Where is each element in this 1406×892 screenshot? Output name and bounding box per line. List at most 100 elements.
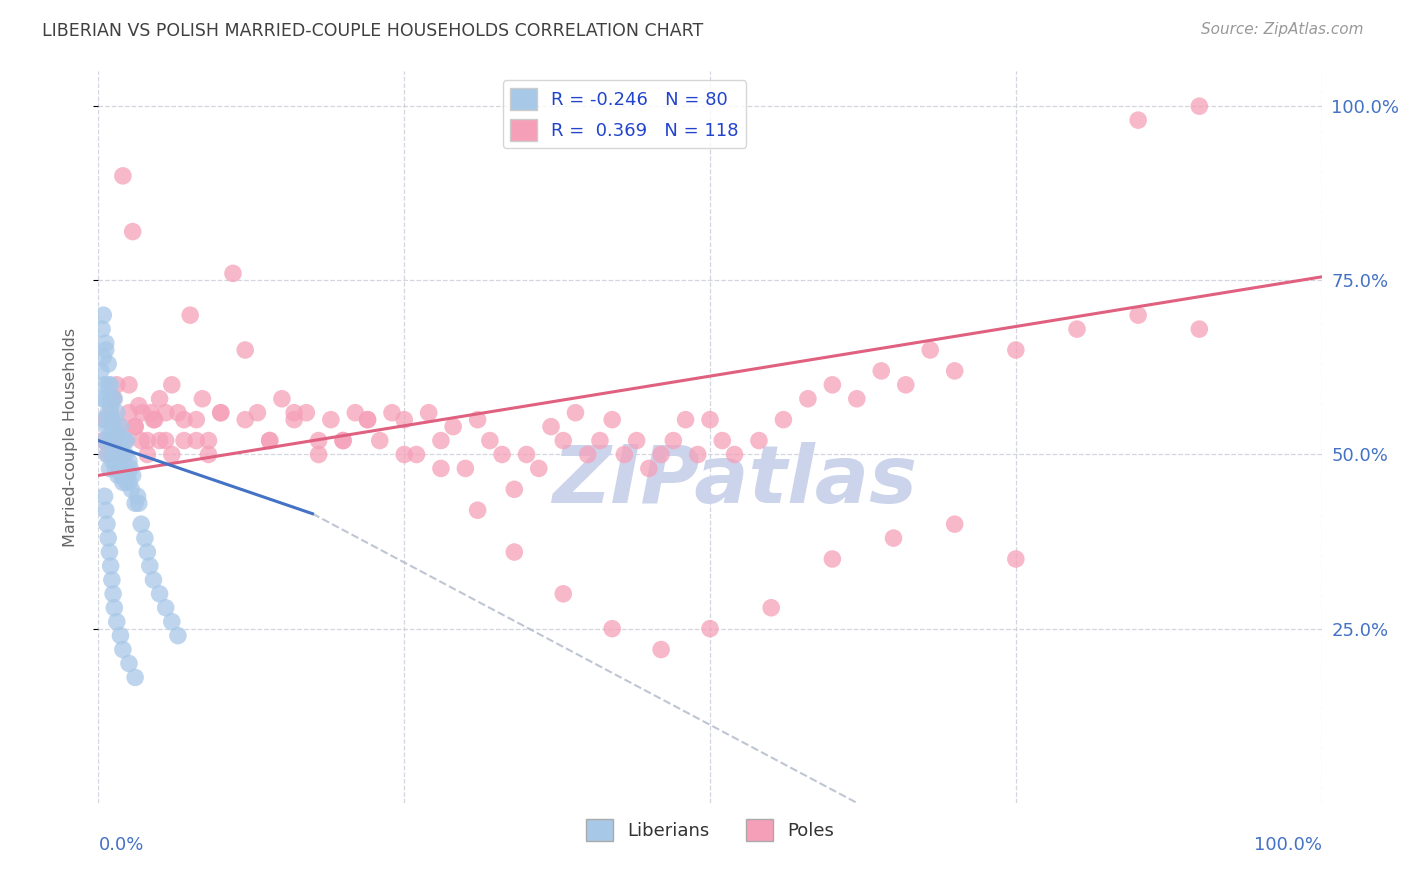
Point	[155, 434, 177, 448]
Point	[124, 496, 146, 510]
Point	[93, 377, 115, 392]
Point	[96, 448, 118, 462]
Point	[332, 434, 354, 448]
Point	[845, 392, 868, 406]
Point	[107, 434, 129, 448]
Point	[91, 434, 114, 448]
Point	[686, 448, 709, 462]
Point	[111, 475, 134, 490]
Point	[149, 587, 172, 601]
Text: 100.0%: 100.0%	[1254, 836, 1322, 854]
Point	[118, 377, 141, 392]
Point	[91, 392, 114, 406]
Point	[105, 377, 128, 392]
Point	[191, 392, 214, 406]
Point	[308, 448, 330, 462]
Point	[100, 406, 122, 420]
Point	[711, 434, 734, 448]
Point	[553, 587, 575, 601]
Point	[94, 412, 117, 426]
Text: ZIPatlas: ZIPatlas	[553, 442, 917, 520]
Point	[103, 600, 125, 615]
Point	[662, 434, 685, 448]
Point	[821, 552, 844, 566]
Point	[259, 434, 281, 448]
Point	[118, 406, 141, 420]
Point	[503, 483, 526, 497]
Point	[319, 412, 342, 426]
Point	[155, 600, 177, 615]
Point	[430, 461, 453, 475]
Point	[589, 434, 612, 448]
Point	[124, 419, 146, 434]
Point	[368, 434, 391, 448]
Point	[101, 587, 124, 601]
Point	[96, 419, 118, 434]
Point	[870, 364, 893, 378]
Point	[100, 377, 122, 392]
Point	[114, 448, 136, 462]
Point	[173, 434, 195, 448]
Point	[101, 448, 124, 462]
Point	[93, 434, 115, 448]
Point	[308, 434, 330, 448]
Point	[129, 517, 152, 532]
Point	[91, 308, 114, 322]
Point	[111, 642, 134, 657]
Point	[295, 406, 318, 420]
Point	[118, 475, 141, 490]
Point	[527, 461, 550, 475]
Point	[381, 406, 404, 420]
Point	[283, 406, 305, 420]
Point	[270, 392, 294, 406]
Point	[332, 434, 354, 448]
Point	[1128, 308, 1150, 322]
Point	[112, 461, 135, 475]
Point	[139, 406, 162, 420]
Point	[943, 364, 966, 378]
Point	[111, 448, 134, 462]
Point	[94, 503, 117, 517]
Point	[97, 448, 120, 462]
Point	[650, 448, 672, 462]
Point	[1066, 322, 1088, 336]
Point	[118, 657, 141, 671]
Point	[209, 406, 232, 420]
Point	[136, 448, 159, 462]
Point	[96, 517, 118, 532]
Point	[478, 434, 501, 448]
Point	[117, 468, 139, 483]
Point	[94, 343, 117, 357]
Point	[114, 434, 136, 448]
Point	[160, 615, 183, 629]
Point	[110, 448, 132, 462]
Point	[883, 531, 905, 545]
Point	[101, 454, 124, 468]
Point	[110, 419, 132, 434]
Point	[121, 468, 143, 483]
Point	[748, 434, 770, 448]
Point	[515, 448, 537, 462]
Point	[103, 392, 125, 406]
Point	[167, 406, 190, 420]
Point	[441, 419, 464, 434]
Point	[564, 406, 586, 420]
Point	[120, 483, 142, 497]
Point	[111, 448, 134, 462]
Point	[128, 399, 150, 413]
Point	[142, 412, 165, 426]
Point	[772, 412, 794, 426]
Point	[149, 392, 172, 406]
Point	[91, 412, 114, 426]
Point	[1004, 552, 1026, 566]
Point	[155, 406, 177, 420]
Point	[97, 531, 120, 545]
Point	[115, 434, 138, 448]
Point	[114, 468, 136, 483]
Point	[136, 545, 159, 559]
Point	[699, 412, 721, 426]
Point	[356, 412, 378, 426]
Point	[129, 434, 152, 448]
Point	[894, 377, 917, 392]
Point	[675, 412, 697, 426]
